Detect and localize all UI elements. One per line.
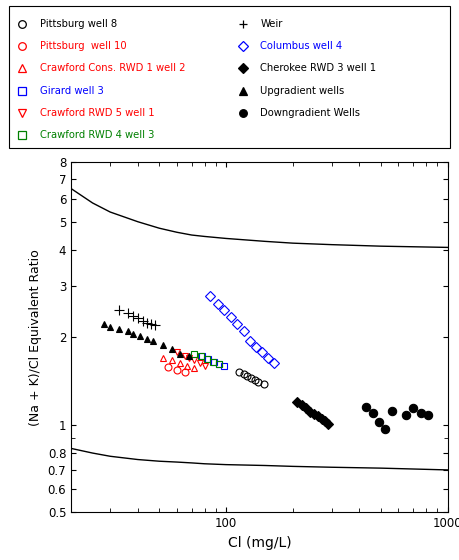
Text: Pittsburg  well 10: Pittsburg well 10: [40, 41, 127, 52]
Text: Columbus well 4: Columbus well 4: [260, 41, 342, 52]
Text: Crawford RWD 4 well 3: Crawford RWD 4 well 3: [40, 130, 154, 140]
Text: Weir: Weir: [260, 19, 283, 29]
Text: Crawford RWD 5 well 1: Crawford RWD 5 well 1: [40, 108, 155, 118]
Text: Girard well 3: Girard well 3: [40, 86, 104, 96]
Text: Upgradient wells: Upgradient wells: [260, 86, 345, 96]
Text: Pittsburg well 8: Pittsburg well 8: [40, 19, 117, 29]
Y-axis label: (Na + K)/Cl Equivalent Ratio: (Na + K)/Cl Equivalent Ratio: [29, 249, 42, 426]
X-axis label: Cl (mg/L): Cl (mg/L): [228, 536, 291, 550]
Text: Crawford Cons. RWD 1 well 2: Crawford Cons. RWD 1 well 2: [40, 63, 185, 73]
Text: Cherokee RWD 3 well 1: Cherokee RWD 3 well 1: [260, 63, 376, 73]
Text: Downgradient Wells: Downgradient Wells: [260, 108, 360, 118]
